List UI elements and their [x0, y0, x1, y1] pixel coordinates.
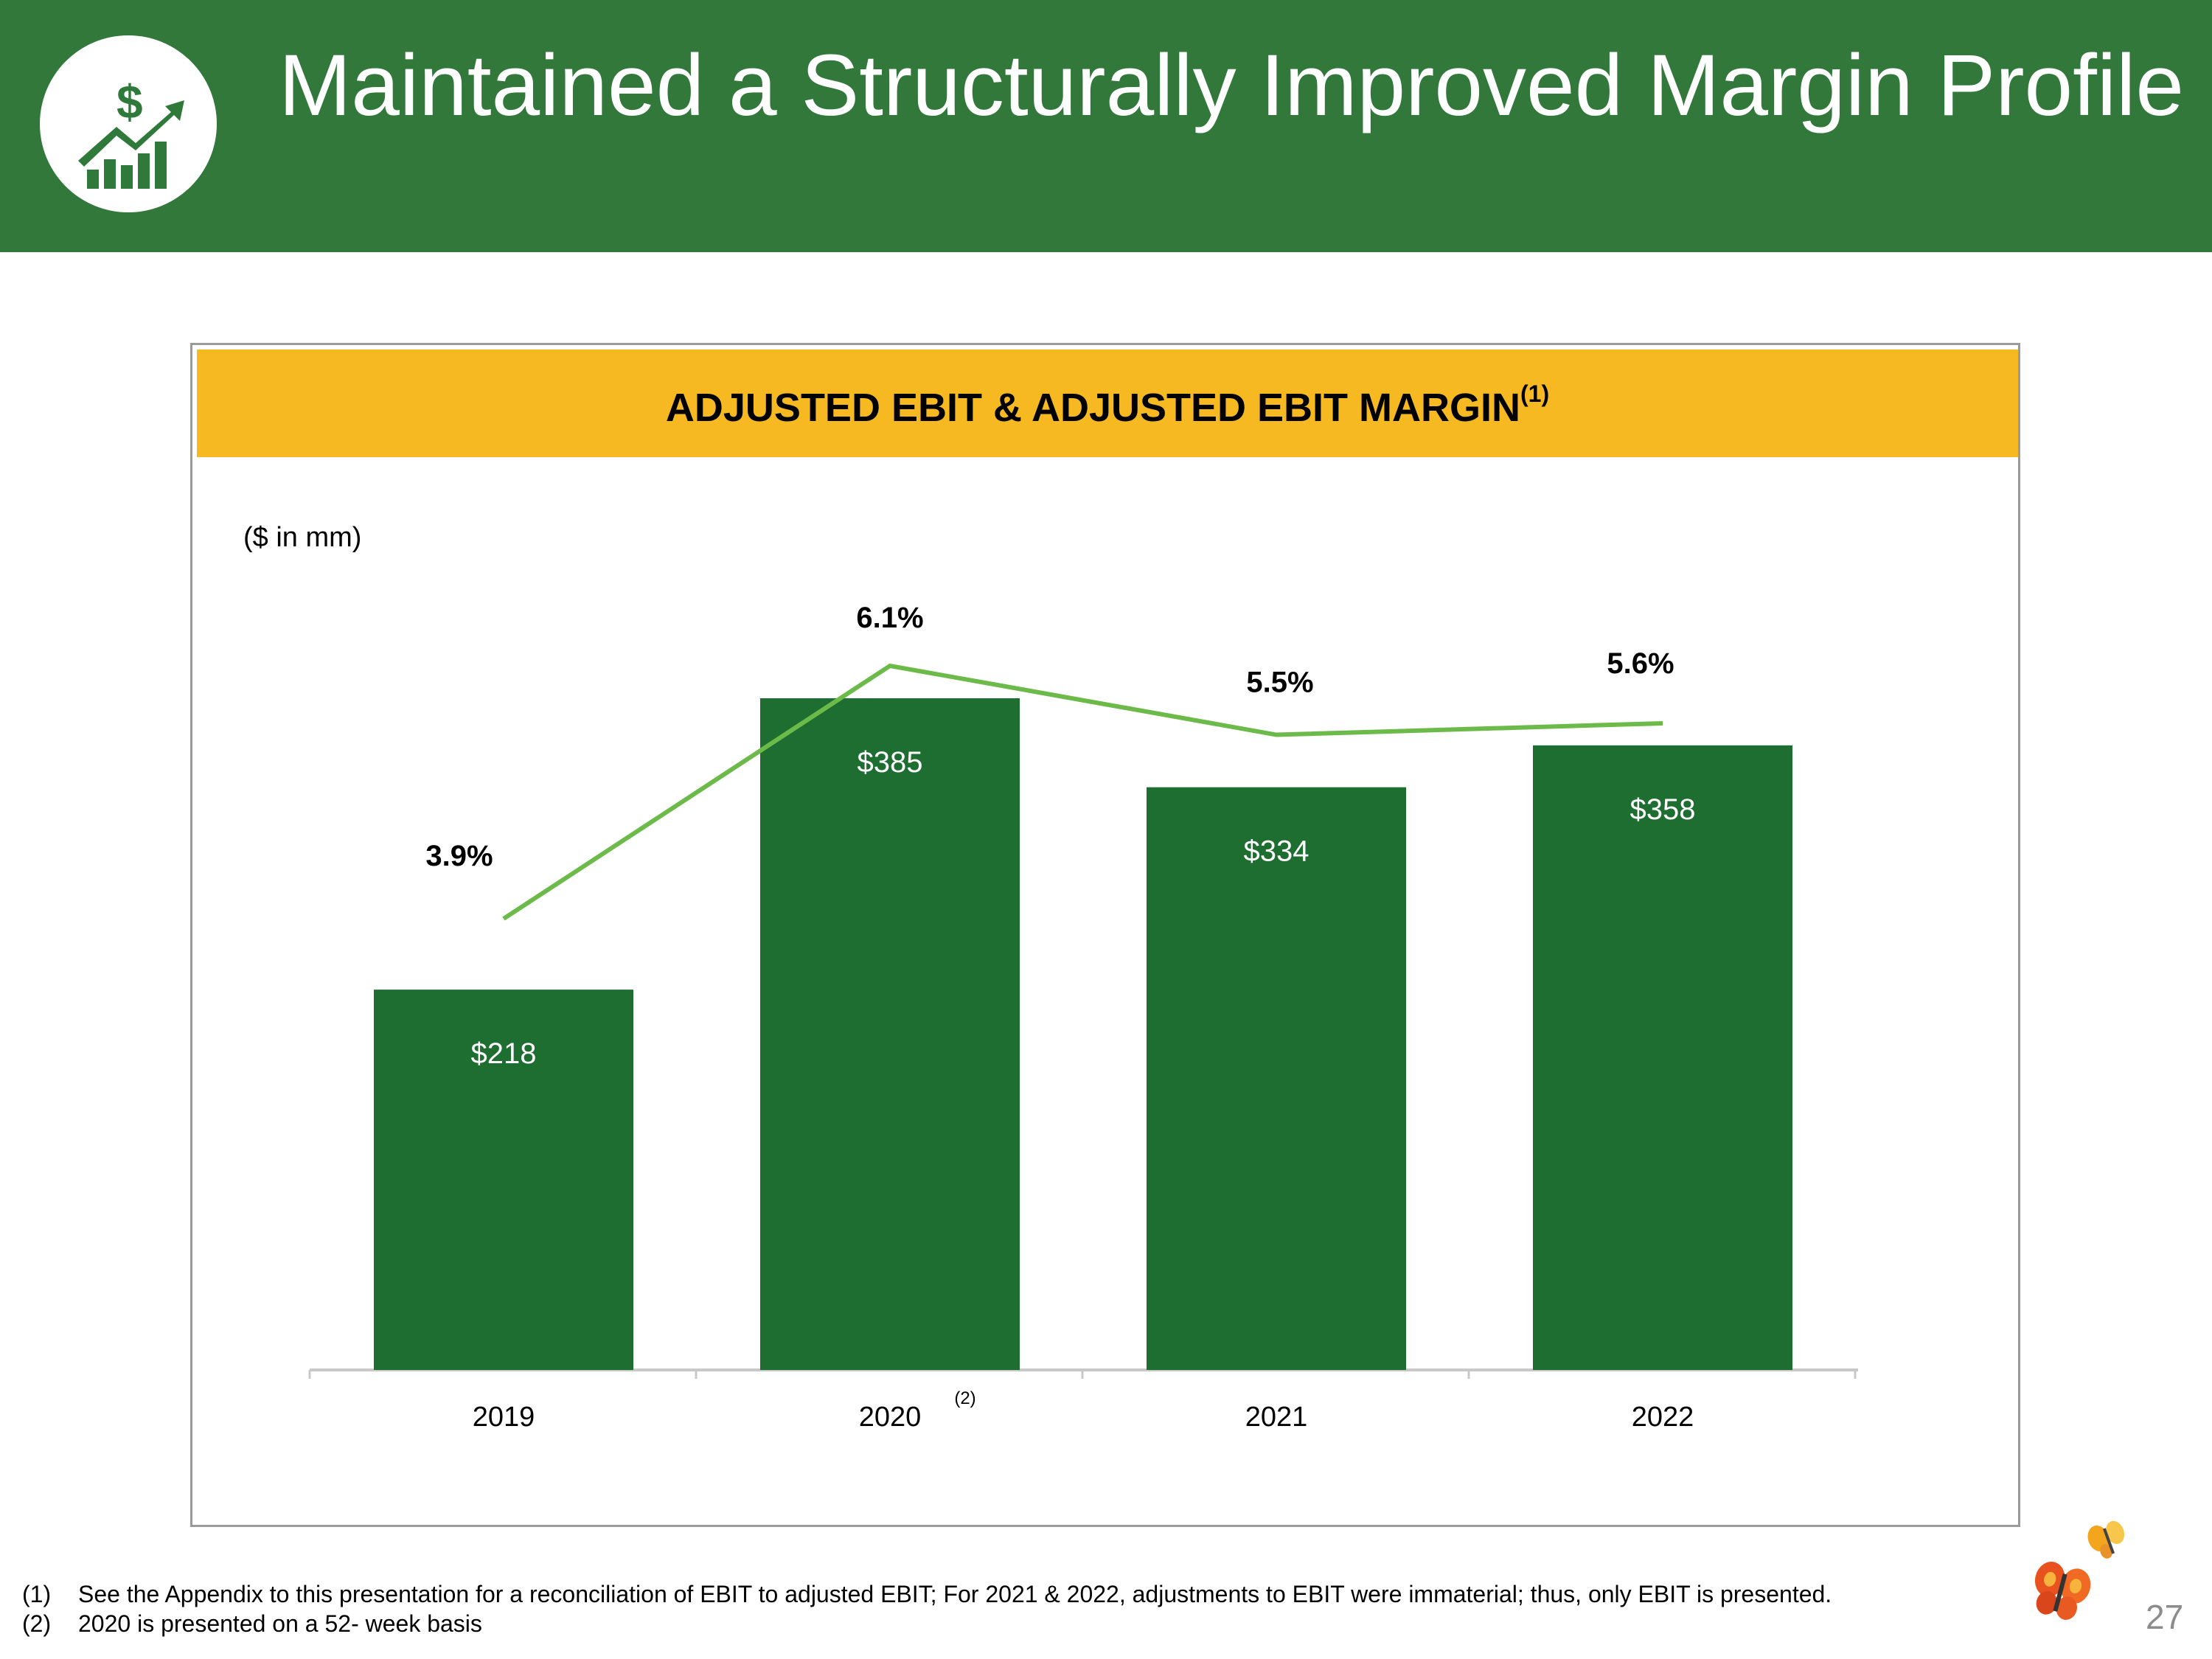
chart-title-text: ADJUSTED EBIT & ADJUSTED EBIT MARGIN — [665, 386, 1520, 430]
margin-label: 5.5% — [1246, 667, 1313, 699]
bar-2019 — [374, 990, 633, 1370]
footnote-text: See the Appendix to this presentation fo… — [78, 1581, 1832, 1607]
butterfly-icon — [2034, 1520, 2125, 1620]
x-tick-label: 2020 — [859, 1402, 922, 1433]
footnotes: (1) See the Appendix to this presentation… — [22, 1579, 1832, 1638]
bar-2020 — [760, 698, 1020, 1370]
bar-2022 — [1533, 745, 1792, 1370]
svg-text:$: $ — [116, 75, 143, 128]
chart-title-banner: ADJUSTED EBIT & ADJUSTED EBIT MARGIN(1) — [197, 349, 2018, 457]
x-tick-footnote: (2) — [954, 1388, 975, 1408]
header-bar: $ Maintained a Structurally Improved Mar… — [0, 0, 2212, 252]
growth-chart-dollar-icon: $ — [40, 35, 217, 212]
bar-label: $334 — [1244, 835, 1310, 868]
chart-title-footnote: (1) — [1520, 380, 1550, 407]
x-tick-label: 2019 — [473, 1402, 535, 1433]
page-number: 27 — [2146, 1598, 2184, 1636]
page-title: Maintained a Structurally Improved Margi… — [279, 37, 2185, 134]
units-label: ($ in mm) — [243, 522, 362, 553]
x-tick-label: 2021 — [1245, 1402, 1308, 1433]
bar-label: $385 — [858, 746, 923, 779]
chart-title: ADJUSTED EBIT & ADJUSTED EBIT MARGIN(1) — [197, 380, 2018, 431]
bar-2021 — [1147, 787, 1406, 1370]
footnote-number: (1) — [22, 1581, 52, 1607]
bar-label: $218 — [471, 1037, 537, 1070]
footnote-1: (1) See the Appendix to this presentation… — [22, 1579, 1832, 1609]
footnote-number: (2) — [22, 1610, 52, 1637]
bar-label: $358 — [1630, 793, 1696, 826]
margin-line — [502, 663, 1663, 921]
margin-label: 3.9% — [425, 840, 493, 872]
margin-label: 6.1% — [856, 602, 923, 634]
footnote-text: 2020 is presented on a 52- week basis — [78, 1610, 482, 1637]
footnote-2: (2) 2020 is presented on a 52- week basis — [22, 1609, 1832, 1638]
x-tick-label: 2022 — [1632, 1402, 1694, 1433]
margin-label: 5.6% — [1607, 647, 1674, 680]
